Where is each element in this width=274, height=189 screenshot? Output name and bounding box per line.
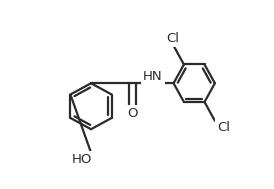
Text: Cl: Cl	[217, 121, 230, 134]
Text: Cl: Cl	[167, 32, 180, 45]
Text: HN: HN	[143, 70, 163, 83]
Text: O: O	[127, 107, 138, 120]
Text: HO: HO	[72, 153, 92, 166]
